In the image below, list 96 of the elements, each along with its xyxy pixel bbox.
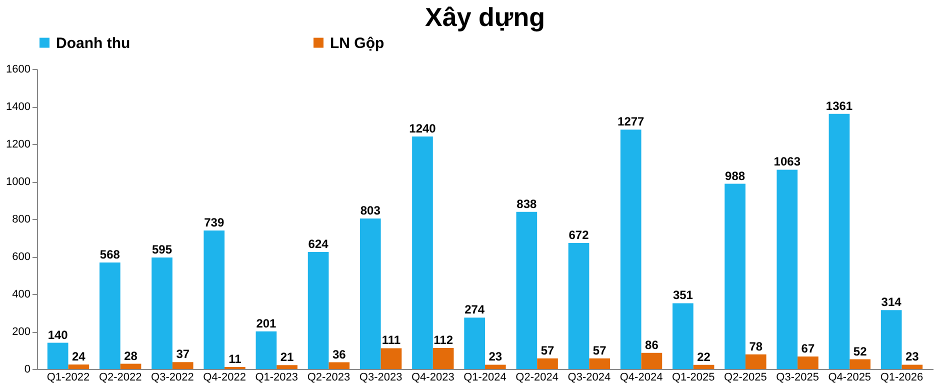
bar: [589, 358, 610, 369]
data-label: 24: [72, 350, 86, 364]
data-label: 21: [280, 350, 294, 364]
bar: [464, 318, 485, 369]
bar: [641, 352, 662, 369]
data-label: 78: [749, 339, 763, 354]
data-label: 314: [881, 295, 902, 310]
data-label: 624: [308, 237, 329, 251]
data-label: 1277: [618, 114, 645, 129]
data-label: 86: [645, 338, 659, 352]
bar: [256, 331, 277, 369]
bar: [100, 262, 120, 369]
data-label: 201: [256, 316, 277, 330]
bar: [172, 362, 194, 369]
data-label: 1240: [409, 122, 436, 136]
x-tick-label: Q1-2023: [255, 372, 298, 384]
x-tick-label: Q4-2024: [620, 372, 663, 384]
data-label: 37: [176, 347, 190, 362]
bar: [745, 354, 766, 369]
data-label: 112: [434, 333, 454, 347]
data-label: 23: [488, 350, 502, 364]
data-label: 838: [516, 196, 538, 211]
data-label: 52: [853, 344, 868, 358]
data-label: 28: [124, 348, 138, 363]
y-tick-label: 1400: [6, 101, 30, 113]
legend-label: LN Gộp: [330, 34, 384, 52]
x-tick-label: Q1-2024: [464, 372, 506, 384]
data-label: 351: [672, 288, 694, 302]
data-label: 57: [592, 343, 607, 358]
bar: [693, 364, 714, 369]
bar: [276, 365, 298, 369]
data-label: 57: [540, 343, 555, 358]
y-tick-label: 0: [24, 364, 30, 376]
x-tick-label: Q4-2025: [828, 372, 872, 384]
data-label: 140: [48, 328, 68, 342]
bar: [204, 230, 225, 369]
x-tick-label: Q2-2022: [98, 372, 142, 384]
y-tick-label: 1600: [6, 64, 30, 76]
bar: [672, 303, 694, 369]
bar: [152, 257, 172, 369]
data-label: 739: [204, 215, 224, 230]
bar: [360, 218, 381, 369]
bar: [432, 348, 454, 369]
data-label: 1063: [774, 154, 801, 169]
x-tick-label: Q1-2025: [672, 372, 715, 384]
x-tick-label: Q2-2023: [307, 372, 350, 384]
data-label: 595: [152, 242, 172, 256]
bar: [850, 359, 870, 369]
y-tick-label: 1200: [6, 138, 30, 150]
bar: [537, 358, 558, 369]
data-label: 111: [382, 333, 401, 348]
x-tick-label: Q3-2025: [776, 372, 819, 384]
y-tick-label: 1000: [6, 176, 30, 188]
legend-label: Doanh thu: [56, 34, 130, 52]
data-label: 36: [332, 347, 346, 362]
bar: [308, 252, 329, 369]
bar: [380, 348, 402, 369]
x-tick-label: Q3-2024: [568, 372, 611, 384]
bar: [412, 136, 433, 369]
data-label: 988: [725, 168, 746, 183]
chart-title: Xây dựng: [425, 2, 545, 32]
y-tick-label: 600: [12, 251, 30, 263]
y-tick-label: 400: [12, 288, 30, 300]
bar: [120, 364, 142, 369]
x-tick-label: Q4-2023: [412, 372, 454, 384]
x-tick-label: Q2-2025: [724, 372, 767, 384]
y-tick-label: 200: [12, 326, 30, 338]
bar: [880, 310, 902, 369]
x-tick-label: Q3-2023: [359, 372, 402, 384]
data-label: 23: [905, 350, 920, 364]
bar: [776, 170, 798, 369]
x-tick-label: Q1-2022: [46, 372, 90, 384]
data-label: 11: [228, 352, 242, 366]
x-tick-label: Q2-2024: [516, 372, 558, 384]
y-tick-label: 800: [12, 214, 30, 226]
data-label: 672: [568, 228, 590, 242]
bar: [902, 364, 923, 369]
data-label: 67: [801, 341, 815, 356]
x-tick-label: Q1-2026: [880, 372, 924, 384]
bar: [724, 184, 746, 369]
data-label: 803: [360, 203, 381, 218]
x-tick-label: Q3-2022: [151, 372, 194, 384]
x-tick-label: Q4-2022: [203, 372, 246, 384]
data-label: 274: [464, 302, 485, 317]
bar: [328, 362, 350, 369]
bar: [568, 243, 590, 369]
bar: [47, 342, 68, 369]
bar: [68, 364, 90, 369]
bar: [485, 364, 506, 369]
bar: [828, 114, 850, 369]
bar: [798, 356, 818, 369]
data-label: 568: [100, 248, 120, 262]
data-label: 22: [697, 350, 711, 364]
data-label: 1361: [826, 98, 853, 113]
bar: [516, 212, 538, 369]
bar: [620, 130, 642, 369]
